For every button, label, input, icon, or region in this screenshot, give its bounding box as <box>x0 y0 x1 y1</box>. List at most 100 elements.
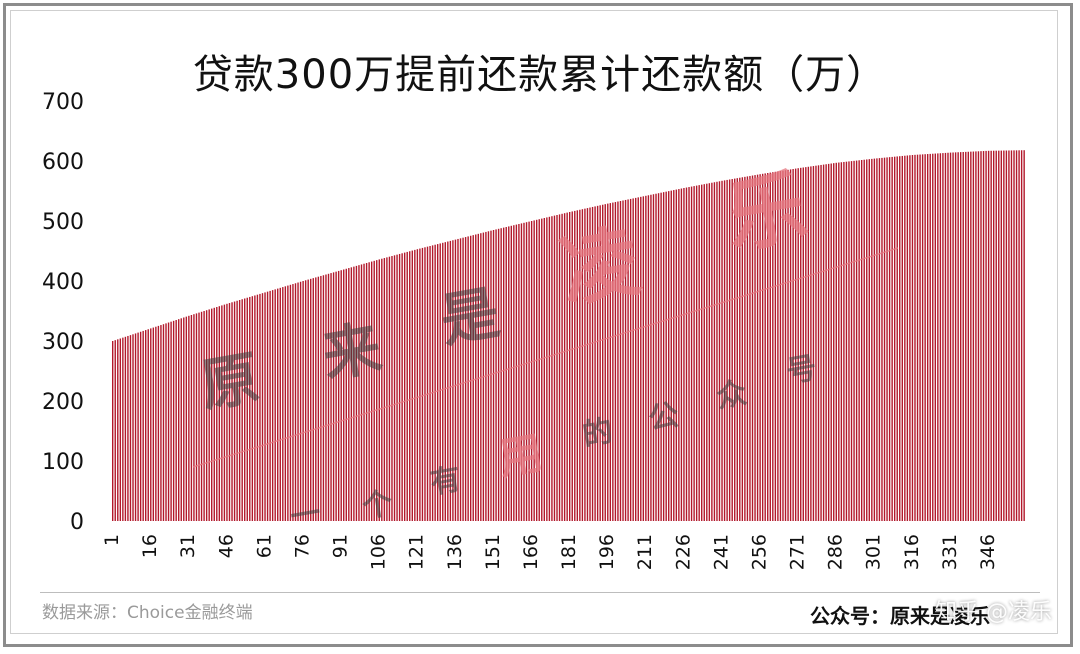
bar <box>647 195 650 521</box>
bar <box>533 220 535 521</box>
bar <box>886 157 888 521</box>
bar <box>411 250 413 521</box>
bar <box>820 164 822 521</box>
bar <box>657 193 660 521</box>
bar <box>264 292 266 521</box>
bar <box>1008 150 1010 521</box>
bar <box>947 152 949 521</box>
bar <box>784 170 787 521</box>
bar <box>492 230 495 521</box>
bar <box>901 155 903 521</box>
bar <box>122 337 124 521</box>
bar <box>322 275 325 521</box>
bar <box>373 260 375 521</box>
bar <box>845 161 848 521</box>
bar <box>942 153 944 521</box>
bar <box>251 296 254 521</box>
bar <box>571 211 573 521</box>
bar <box>807 166 810 521</box>
bar <box>624 199 627 521</box>
bar <box>464 237 467 522</box>
bar <box>617 201 619 521</box>
bar <box>744 176 746 521</box>
bar <box>525 222 528 521</box>
bar <box>226 303 228 521</box>
bar <box>896 156 898 521</box>
bar <box>736 178 738 521</box>
bar <box>863 159 865 521</box>
bar <box>827 163 830 521</box>
bar <box>645 195 647 522</box>
bar <box>139 331 142 521</box>
bar <box>881 157 883 521</box>
bar <box>429 246 431 521</box>
bar <box>812 166 815 522</box>
bar <box>576 210 579 521</box>
bar <box>442 242 444 522</box>
bar <box>188 315 190 521</box>
bar <box>221 305 223 521</box>
footer-divider <box>40 592 1040 593</box>
bar <box>817 165 820 521</box>
bar <box>891 156 893 522</box>
bar <box>911 155 914 521</box>
bar <box>1010 150 1013 521</box>
bar <box>761 173 764 522</box>
bar <box>802 167 804 522</box>
bar <box>332 272 335 521</box>
x-tick-label: 196 <box>596 534 618 570</box>
bar <box>769 172 771 521</box>
bar <box>990 150 992 521</box>
bar <box>952 152 954 522</box>
x-tick-label: 1 <box>101 534 123 546</box>
y-tick-label: 200 <box>42 390 84 415</box>
bar <box>378 259 380 521</box>
bar <box>706 183 708 521</box>
bar <box>987 150 990 522</box>
bar <box>586 208 589 521</box>
y-tick-label: 700 <box>42 90 84 115</box>
bar <box>596 205 599 521</box>
bar <box>271 290 274 521</box>
bar <box>200 311 203 521</box>
bar <box>365 263 368 521</box>
inner-frame <box>10 10 1058 634</box>
bar <box>454 239 457 521</box>
bar <box>205 310 208 521</box>
data-source-label: 数据来源：Choice金融终端 <box>42 603 253 623</box>
bar <box>117 339 119 521</box>
bar <box>904 155 906 521</box>
bar <box>909 155 911 522</box>
bar <box>985 150 987 522</box>
bar <box>330 273 332 521</box>
bar <box>833 163 835 521</box>
bar <box>830 163 832 521</box>
bar <box>515 224 518 521</box>
bar <box>566 212 568 521</box>
bar <box>436 244 439 521</box>
bar <box>345 268 347 521</box>
bar <box>673 190 675 521</box>
bar <box>777 171 779 521</box>
bar <box>398 253 401 521</box>
bar <box>172 320 175 521</box>
bar <box>866 159 868 521</box>
outer-frame <box>3 3 1073 647</box>
bar <box>538 219 540 521</box>
bar <box>391 256 393 521</box>
x-tick-label: 316 <box>901 534 923 570</box>
bar <box>350 267 353 521</box>
x-tick-label: 106 <box>368 534 390 570</box>
bar <box>475 234 477 522</box>
bar <box>419 248 421 521</box>
bar <box>977 151 980 521</box>
bar <box>926 154 929 522</box>
bar <box>739 177 741 521</box>
bar <box>662 192 665 521</box>
bar <box>228 303 231 521</box>
bar <box>980 151 982 521</box>
bar <box>421 247 424 522</box>
bar <box>1018 150 1020 522</box>
bar <box>680 188 683 521</box>
bar <box>183 317 185 521</box>
